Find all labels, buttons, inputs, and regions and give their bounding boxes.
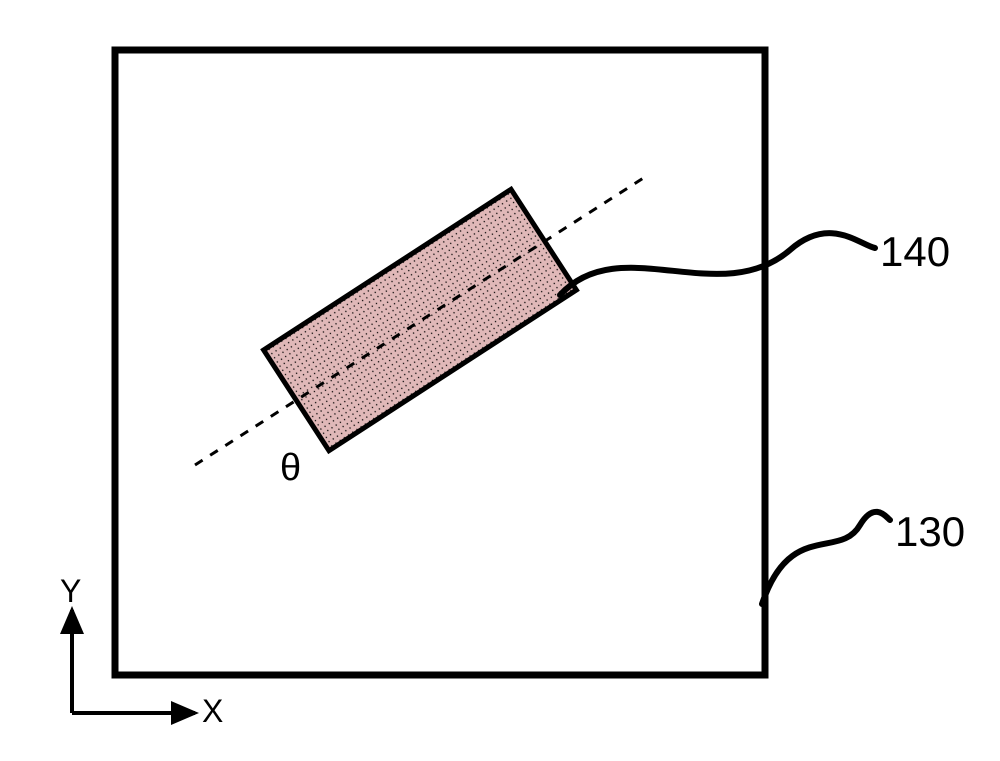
theta-label: θ xyxy=(280,447,301,490)
x-axis-label: X xyxy=(202,693,223,730)
y-axis-label: Y xyxy=(60,573,81,610)
rotated-rectangle xyxy=(264,189,577,450)
leader-line-140 xyxy=(560,233,875,295)
diagram-svg xyxy=(20,20,1000,741)
leader-line-130 xyxy=(762,512,890,604)
diagram-canvas: θ 140 130 X Y xyxy=(20,20,1000,741)
label-130: 130 xyxy=(895,508,965,556)
label-140: 140 xyxy=(880,228,950,276)
